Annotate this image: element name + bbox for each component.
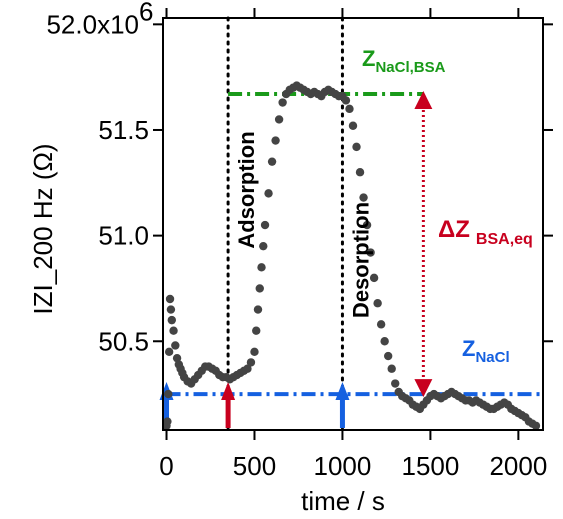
data-point <box>253 305 263 314</box>
data-point <box>246 358 256 367</box>
data-point <box>531 421 541 430</box>
event-arrow-head <box>335 382 350 400</box>
data-point <box>164 389 173 399</box>
data-point <box>271 136 280 145</box>
data-point <box>341 96 351 105</box>
x-axis-title: time / s <box>301 486 385 516</box>
data-point <box>362 220 372 230</box>
event-arrow-head <box>221 382 236 400</box>
x-tick-label: 500 <box>233 451 276 481</box>
reference-label: ZNaCl,BSA <box>362 46 446 76</box>
data-point <box>391 379 400 388</box>
data-point <box>348 121 358 130</box>
delta-label: ΔZ BSA,eq <box>438 216 533 248</box>
data-point <box>352 142 361 152</box>
plot-frame <box>162 17 544 431</box>
data-point <box>167 315 176 325</box>
data-point <box>383 351 393 361</box>
x-tick-label: 1000 <box>314 451 372 481</box>
data-point <box>274 115 284 124</box>
data-point <box>259 241 268 251</box>
data-point <box>345 104 354 114</box>
x-tick-label: 2000 <box>489 451 547 481</box>
data-point <box>267 157 277 166</box>
data-point <box>366 248 375 257</box>
data-point <box>166 305 176 314</box>
x-tick-label: 1500 <box>401 451 459 481</box>
data-point <box>376 320 386 329</box>
data-point <box>369 273 379 283</box>
data-point <box>252 326 261 335</box>
data-point <box>278 98 287 107</box>
data-point <box>169 326 178 335</box>
event-label: Desorption <box>348 202 373 318</box>
event-label: Adsorption <box>234 131 259 248</box>
data-point <box>387 364 396 373</box>
data-point <box>171 341 180 350</box>
data-point <box>172 353 182 363</box>
reference-label: ZNaCl <box>462 336 510 366</box>
y-tick-label: 50.5 <box>98 326 149 356</box>
y-exponent: 6 <box>139 0 153 26</box>
data-point <box>260 220 270 230</box>
data-point <box>257 263 266 272</box>
data-point <box>373 299 382 308</box>
data-point <box>264 189 273 198</box>
data-point <box>243 364 252 373</box>
y-tick-label: 51.5 <box>98 115 149 145</box>
data-point <box>359 193 368 202</box>
y-axis-title: IZI_200 Hz (Ω) <box>28 143 58 314</box>
data-point <box>380 337 389 346</box>
y-tick-label: 51.0 <box>98 221 149 251</box>
y-tick-label: 52.0x10 <box>46 9 139 39</box>
data-point <box>163 417 172 426</box>
data-point <box>165 294 175 304</box>
x-tick-label: 0 <box>159 451 173 481</box>
data-point <box>255 284 264 293</box>
data-point <box>250 347 259 357</box>
data-point <box>164 347 174 357</box>
data-point <box>355 168 365 177</box>
